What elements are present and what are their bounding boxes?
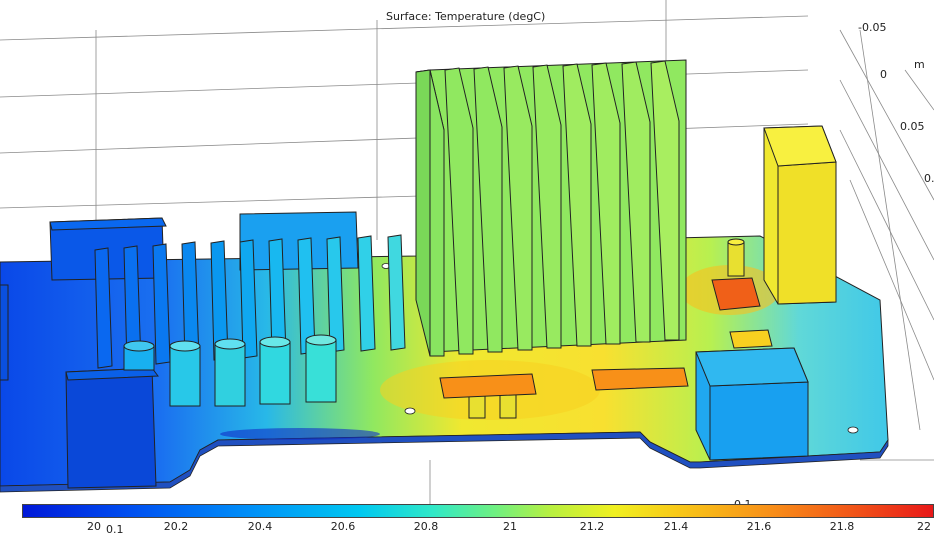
- colorbar-tick: 21: [503, 520, 517, 533]
- plot-title: Surface: Temperature (degC): [386, 10, 546, 23]
- colorbar-tick: 21.4: [663, 520, 689, 533]
- axis-unit-label: m: [914, 58, 925, 71]
- axis-tick-label: 0.: [924, 172, 934, 185]
- colorbar-tick: 20: [87, 520, 101, 533]
- colorbar-tick: 20.6: [330, 520, 356, 533]
- left-heatsink: [94, 211, 406, 369]
- axis-grid: [0, 0, 934, 504]
- colorbar-tick: 22: [917, 520, 931, 533]
- right-blocks: [695, 125, 837, 461]
- axis-tick-label: 0.05: [900, 120, 925, 133]
- colorbar-tick: 20.4: [247, 520, 273, 533]
- axis-tick-label: 0.1: [106, 523, 124, 536]
- chips: [439, 277, 773, 399]
- colorbar-tick: 21.8: [829, 520, 855, 533]
- colorbar-tick: 20.2: [163, 520, 189, 533]
- main-heatsink: [415, 59, 687, 357]
- colorbar-tick: 21.6: [746, 520, 772, 533]
- colorbar-gradient: [22, 504, 934, 518]
- colorbar-tick: 20.8: [413, 520, 439, 533]
- colorbar-tick: 21.2: [579, 520, 605, 533]
- axis-tick-label: 0: [880, 68, 887, 81]
- 3d-plot-view[interactable]: [0, 0, 934, 504]
- axis-tick-label: -0.05: [858, 21, 887, 34]
